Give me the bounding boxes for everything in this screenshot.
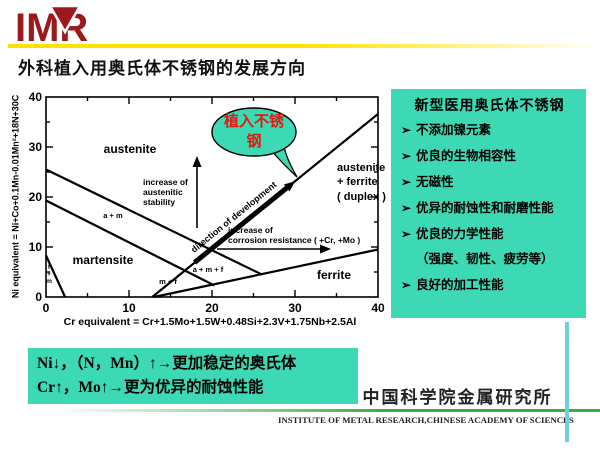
annotation-corrosion-resistance: increase of corrosion resistance ( +Cr, … (228, 225, 361, 246)
region-a-m: a + m (103, 211, 123, 220)
panel-item-text: 优良的生物相容性 (416, 148, 517, 163)
phase-diagram: 40 30 20 10 0 0 10 20 30 40 Cr equivalen… (0, 85, 392, 335)
panel-item: ➢ 优异的耐蚀性和耐磨性能 (401, 200, 582, 217)
ferrite-upper-boundary (153, 248, 379, 299)
y-tick-0: 0 (35, 290, 42, 304)
panel-item: ➢ 无磁性 (401, 174, 582, 191)
institute-name-english: INSTITUTE OF METAL RESEARCH,CHINESE ACAD… (278, 415, 574, 425)
panel-item-text: 优异的耐蚀性和耐磨性能 (416, 200, 554, 215)
annotation-austenitic-stability: increase of austenitic stability (143, 177, 188, 208)
development-arrow (192, 186, 289, 265)
panel-title: 新型医用奥氏体不锈钢 (414, 97, 565, 113)
panel-item: ➢ 优良的生物相容性 (401, 148, 582, 165)
panel-item-text: 良好的加工性能 (416, 278, 504, 293)
green-divider (55, 409, 600, 412)
callout-bubble (211, 107, 298, 178)
phase-diagram-svg (45, 96, 379, 299)
corrosion-resistance-right-arrow-icon (217, 244, 331, 254)
feature-panel: 新型医用奥氏体不锈钢 ➢ 不添加镍元素 ➢ 优良的生物相容性 ➢ 无磁性 ➢ 优异的耐蚀性和耐… (391, 89, 586, 318)
bullet-arrow-icon: ➢ (401, 123, 412, 137)
region-ferrite: ferrite (316, 268, 351, 282)
austenitic-stability-up-arrow-icon (192, 156, 202, 228)
y-axis-label: Ni equivalent = Ni+Co+0.1Mn-0.01Mn²+18N+… (10, 94, 21, 299)
x-tick-20: 20 (205, 301, 219, 315)
panel-item-text: （强度、韧性、疲劳等） (416, 252, 554, 267)
panel-item: ➢ 不添加镍元素 (401, 122, 582, 139)
region-martensite: martensite (72, 253, 134, 267)
chart-lines-layer (45, 96, 379, 299)
ferrite-martensite-triangle (45, 255, 67, 298)
region-duplex: austenite + ferrite ( duplex ) (337, 162, 386, 203)
panel-item: ➢ 优良的力学性能 (401, 226, 582, 243)
x-tick-0: 0 (42, 301, 50, 315)
callout-bubble-ellipse (211, 107, 297, 157)
bullet-spacer (401, 251, 416, 268)
austenite-lower-boundary (45, 168, 263, 276)
y-tick-20: 20 (28, 190, 42, 204)
panel-item-text: 不添加镍元素 (416, 123, 492, 137)
bullet-arrow-icon: ➢ (401, 226, 412, 241)
region-f-m: f + m (46, 264, 52, 285)
institute-name-chinese: 中国科学院金属研究所 (362, 388, 553, 407)
x-tick-30: 30 (288, 301, 302, 315)
panel-item-text: 无磁性 (416, 174, 454, 189)
region-m-f: m + f (159, 277, 177, 286)
region-a-m-f: a + m + f (192, 265, 224, 274)
cyan-vertical-divider (565, 322, 569, 442)
summary-line-2: Cr↑，Mo↑→更为优异的耐蚀性能 (37, 379, 264, 396)
y-tick-40: 40 (28, 90, 42, 104)
x-tick-10: 10 (122, 301, 136, 315)
bullet-arrow-icon: ➢ (401, 174, 412, 189)
summary-box: Ni↓，（N，Mn）↑→更加稳定的奥氏体 Cr↑，Mo↑→更为优异的耐蚀性能 (28, 348, 358, 404)
development-arrow-head-icon (283, 181, 296, 192)
y-tick-10: 10 (28, 240, 42, 254)
summary-line-1: Ni↓，（N，Mn）↑→更加稳定的奥氏体 (37, 355, 297, 372)
callout-label: 植入不锈 钢 (223, 113, 284, 150)
x-axis-label: Cr equivalent = Cr+1.5Mo+1.5W+0.48Si+2.3… (63, 316, 357, 328)
imr-logo: IMR (15, 4, 88, 46)
callout-bubble-tail (268, 144, 298, 178)
yellow-divider (8, 44, 600, 48)
bullet-arrow-icon: ➢ (401, 200, 412, 215)
bullet-arrow-icon: ➢ (401, 278, 412, 293)
panel-item: ➢ 良好的加工性能 (401, 277, 582, 294)
page-title: 外科植入用奥氏体不锈钢的发展方向 (18, 59, 306, 78)
y-tick-30: 30 (28, 140, 42, 154)
imr-logo-triangle-icon (47, 4, 83, 35)
region-austenite: austenite (103, 142, 157, 156)
panel-item: （强度、韧性、疲劳等） (401, 251, 582, 268)
bullet-arrow-icon: ➢ (401, 148, 412, 163)
x-tick-40: 40 (371, 301, 385, 315)
panel-item-text: 优良的力学性能 (416, 226, 504, 241)
panel-item-list: ➢ 不添加镍元素 ➢ 优良的生物相容性 ➢ 无磁性 ➢ 优异的耐蚀性和耐磨性能 ➢ 优良的力学性能… (397, 122, 582, 294)
martensite-upper-boundary (45, 199, 215, 287)
